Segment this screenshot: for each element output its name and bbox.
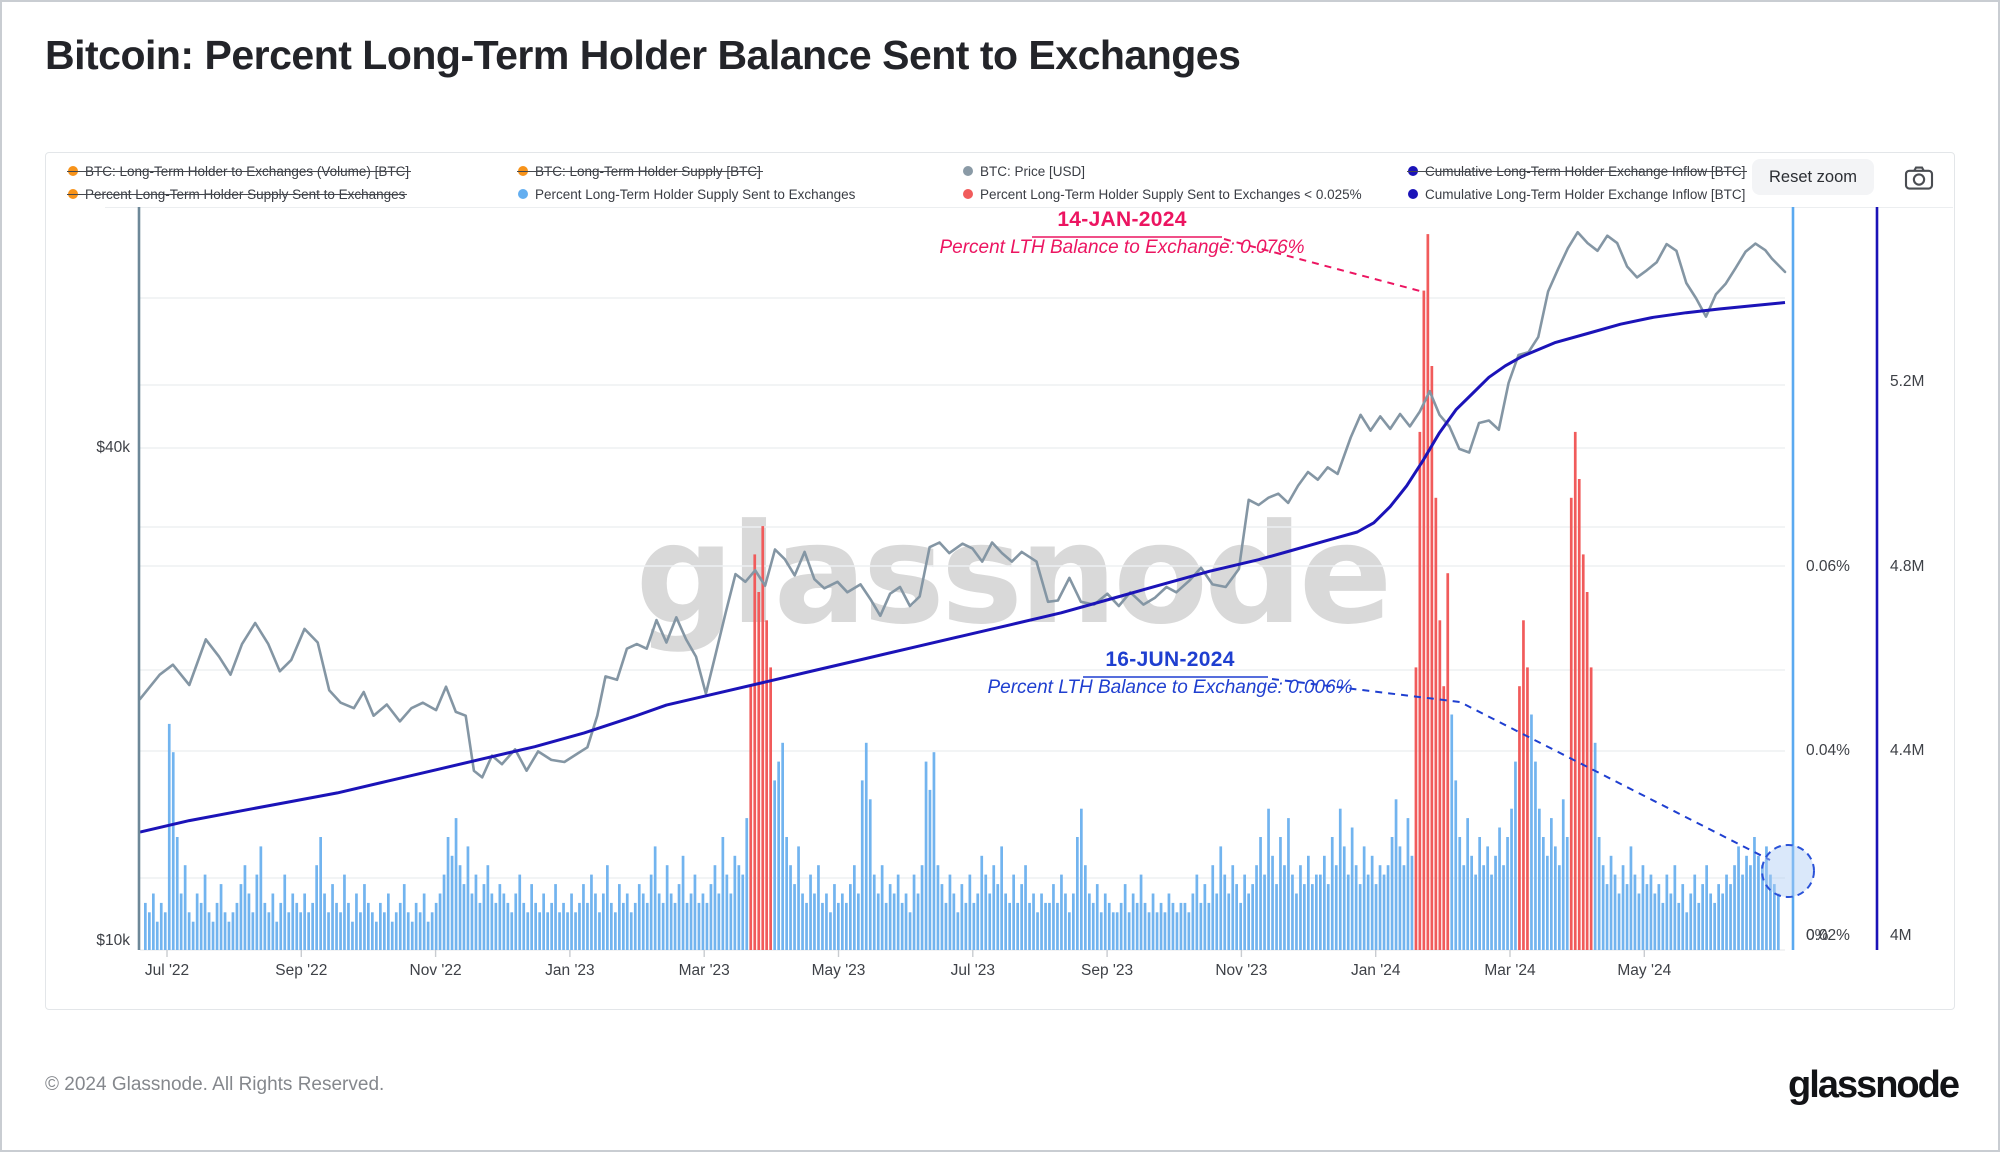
- watermark: glassnode: [636, 494, 1389, 655]
- legend-item[interactable]: BTC: Long-Term Holder Supply [BTC]: [517, 162, 763, 180]
- cumulative-inflow-line: [139, 301, 1786, 834]
- legend-item-label: BTC: Long-Term Holder Supply [BTC]: [535, 163, 761, 179]
- legend-item[interactable]: Percent Long-Term Holder Supply Sent to …: [66, 185, 408, 203]
- footer-copyright: © 2024 Glassnode. All Rights Reserved.: [45, 1074, 385, 1095]
- legend-dot-icon: [68, 189, 78, 199]
- camera-icon[interactable]: [1902, 163, 1936, 196]
- legend-dot-icon: [963, 166, 973, 176]
- legend-item-label: Percent Long-Term Holder Supply Sent to …: [535, 186, 856, 202]
- legend-item-label: BTC: Price [USD]: [980, 163, 1086, 179]
- annotation-text: Percent LTH Balance to Exchange: 0.006%: [987, 677, 1353, 698]
- legend-item-label: BTC: Long-Term Holder to Exchanges (Volu…: [85, 163, 410, 179]
- page-title: Bitcoin: Percent Long-Term Holder Balanc…: [45, 32, 1241, 78]
- legend-item[interactable]: BTC: Price [USD]: [963, 162, 1085, 180]
- chart-card: [45, 152, 1955, 1010]
- legend-item[interactable]: Cumulative Long-Term Holder Exchange Inf…: [1408, 185, 1745, 203]
- legend-item[interactable]: Cumulative Long-Term Holder Exchange Inf…: [1406, 162, 1748, 180]
- legend-item[interactable]: Percent Long-Term Holder Supply Sent to …: [963, 185, 1362, 203]
- annotation-jan-2024: 14-JAN-2024 Percent LTH Balance to Excha…: [937, 208, 1307, 259]
- legend-item[interactable]: Percent Long-Term Holder Supply Sent to …: [518, 185, 855, 203]
- legend-dot-icon: [1408, 166, 1418, 176]
- annotation-jun-2024: 16-JUN-2024 Percent LTH Balance to Excha…: [985, 648, 1355, 699]
- annotation-date: 14-JAN-2024: [1057, 208, 1187, 231]
- legend-item-label: Percent Long-Term Holder Supply Sent to …: [85, 186, 406, 202]
- legend-item-label: Cumulative Long-Term Holder Exchange Inf…: [1425, 163, 1746, 179]
- legend-item-label: Percent Long-Term Holder Supply Sent to …: [980, 186, 1362, 202]
- legend-item-label: Cumulative Long-Term Holder Exchange Inf…: [1425, 186, 1746, 202]
- legend-item[interactable]: BTC: Long-Term Holder to Exchanges (Volu…: [66, 162, 412, 180]
- glassnode-logo: glassnode: [1788, 1064, 1960, 1106]
- reset-zoom-button[interactable]: Reset zoom: [1752, 159, 1875, 195]
- legend-dot-icon: [518, 189, 528, 199]
- plot-divider: [105, 207, 1953, 208]
- highlight-circle: [1761, 844, 1815, 898]
- bar-series: [144, 234, 1780, 951]
- legend-dot-icon: [1408, 189, 1418, 199]
- legend-dot-icon: [68, 166, 78, 176]
- annotation-date: 16-JUN-2024: [1105, 648, 1235, 671]
- price-line: [138, 230, 1787, 779]
- annotation-text: Percent LTH Balance to Exchange: 0.076%: [939, 237, 1305, 258]
- legend-dot-icon: [518, 166, 528, 176]
- legend-dot-icon: [963, 189, 973, 199]
